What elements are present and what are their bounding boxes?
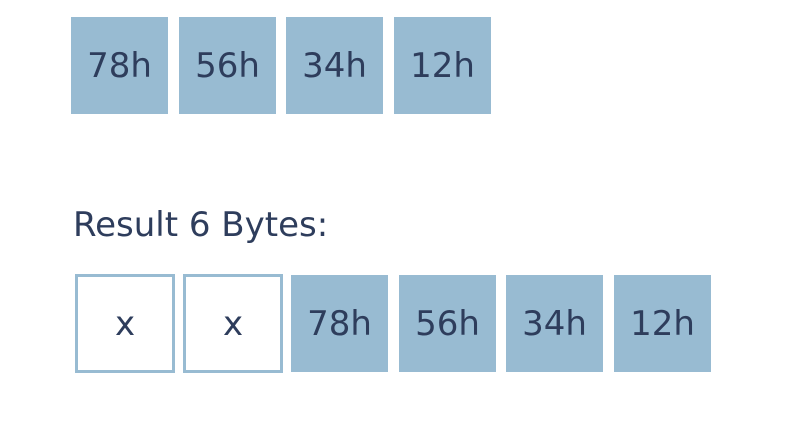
result-byte-0: 78h <box>291 275 388 372</box>
source-byte-0: 78h <box>71 17 168 114</box>
result-heading: Result 6 Bytes: <box>73 205 329 245</box>
source-byte-3: 12h <box>394 17 491 114</box>
result-byte-2: 34h <box>506 275 603 372</box>
padding-byte-1: x <box>183 274 283 373</box>
padding-byte-0: x <box>75 274 175 373</box>
result-byte-3: 12h <box>614 275 711 372</box>
result-byte-1: 56h <box>399 275 496 372</box>
source-byte-2: 34h <box>286 17 383 114</box>
source-byte-1: 56h <box>179 17 276 114</box>
